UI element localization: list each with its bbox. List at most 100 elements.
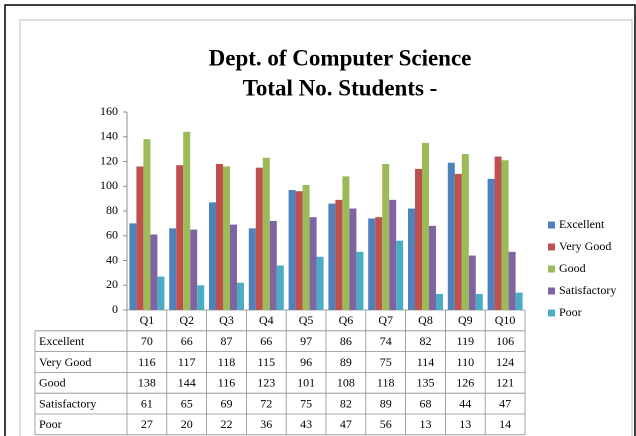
bar bbox=[501, 160, 509, 310]
table-cell: 66 bbox=[181, 334, 193, 348]
legend-swatch bbox=[548, 265, 555, 273]
y-tick-label: 100 bbox=[100, 178, 118, 192]
chart-title: Dept. of Computer Science bbox=[209, 45, 472, 70]
table-cell: 65 bbox=[181, 396, 193, 410]
bar bbox=[157, 276, 165, 310]
bar bbox=[302, 185, 310, 310]
bar bbox=[309, 217, 317, 310]
table-cell: 96 bbox=[300, 355, 312, 369]
table-cell: 75 bbox=[300, 396, 312, 410]
table-row-label: Good bbox=[39, 376, 66, 390]
table-cell: 47 bbox=[340, 417, 352, 431]
bar bbox=[368, 218, 376, 310]
table-cell: 14 bbox=[499, 417, 511, 431]
table-cell: 36 bbox=[260, 417, 272, 431]
bar bbox=[223, 166, 230, 310]
x-tick-label: Q9 bbox=[458, 313, 473, 327]
bar bbox=[216, 163, 223, 310]
bar bbox=[429, 225, 436, 310]
bar bbox=[295, 191, 303, 310]
y-tick-label: 140 bbox=[100, 129, 118, 143]
bar bbox=[255, 167, 263, 310]
table-cell: 89 bbox=[380, 396, 392, 410]
bar bbox=[190, 229, 198, 310]
x-tick-label: Q6 bbox=[339, 313, 354, 327]
bar bbox=[230, 224, 237, 310]
bar bbox=[382, 163, 390, 310]
bar bbox=[461, 154, 469, 310]
bar bbox=[415, 168, 422, 310]
table-cell: 121 bbox=[496, 376, 514, 390]
legend-label: Poor bbox=[559, 305, 582, 319]
legend-swatch bbox=[548, 309, 555, 317]
legend-swatch bbox=[548, 221, 555, 229]
table-cell: 86 bbox=[340, 334, 352, 348]
table-cell: 116 bbox=[138, 355, 156, 369]
bar bbox=[468, 255, 476, 310]
table-cell: 124 bbox=[496, 355, 514, 369]
bar bbox=[356, 251, 364, 310]
table-cell: 43 bbox=[300, 417, 312, 431]
x-tick-label: Q8 bbox=[418, 313, 433, 327]
table-cell: 117 bbox=[178, 355, 196, 369]
bar bbox=[454, 173, 462, 310]
bar bbox=[143, 139, 151, 310]
bar bbox=[447, 162, 455, 310]
table-cell: 101 bbox=[297, 376, 315, 390]
y-tick-label: 80 bbox=[106, 203, 118, 217]
table-cell: 97 bbox=[300, 334, 312, 348]
table-row-label: Excellent bbox=[39, 334, 85, 348]
x-tick-label: Q3 bbox=[219, 313, 234, 327]
x-tick-label: Q7 bbox=[378, 313, 393, 327]
table-cell: 114 bbox=[417, 355, 435, 369]
table-cell: 13 bbox=[459, 417, 471, 431]
table-cell: 87 bbox=[221, 334, 233, 348]
bar bbox=[349, 208, 357, 310]
bar bbox=[262, 157, 270, 310]
bar bbox=[136, 166, 144, 310]
legend-swatch bbox=[548, 287, 555, 295]
table-row-label: Poor bbox=[39, 417, 62, 431]
bar bbox=[342, 176, 350, 310]
table-cell: 89 bbox=[340, 355, 352, 369]
table-cell: 47 bbox=[499, 396, 511, 410]
bar bbox=[248, 228, 256, 310]
y-tick-label: 60 bbox=[106, 228, 118, 242]
legend-label: Excellent bbox=[559, 217, 605, 231]
table-cell: 116 bbox=[218, 376, 236, 390]
table-row-label: Satisfactory bbox=[39, 396, 96, 410]
table-cell: 118 bbox=[218, 355, 236, 369]
table-row-label: Very Good bbox=[39, 355, 91, 369]
table-cell: 27 bbox=[141, 417, 153, 431]
x-tick-label: Q5 bbox=[299, 313, 314, 327]
bar bbox=[269, 220, 277, 310]
bar bbox=[389, 199, 397, 310]
table-cell: 138 bbox=[138, 376, 156, 390]
x-tick-label: Q4 bbox=[259, 313, 274, 327]
bar bbox=[396, 240, 404, 310]
table-cell: 44 bbox=[459, 396, 471, 410]
table-cell: 72 bbox=[260, 396, 272, 410]
y-tick-label: 40 bbox=[106, 252, 118, 266]
y-tick-label: 20 bbox=[106, 277, 118, 291]
table-cell: 126 bbox=[456, 376, 474, 390]
bar bbox=[169, 228, 177, 310]
legend-label: Satisfactory bbox=[559, 283, 616, 297]
bar bbox=[288, 189, 296, 310]
y-tick-label: 160 bbox=[100, 104, 118, 118]
bar bbox=[176, 165, 184, 310]
table-cell: 110 bbox=[457, 355, 475, 369]
table-cell: 22 bbox=[221, 417, 233, 431]
table-cell: 69 bbox=[221, 396, 233, 410]
bar bbox=[508, 251, 516, 310]
table-cell: 75 bbox=[380, 355, 392, 369]
bar bbox=[515, 292, 523, 310]
bar bbox=[494, 156, 502, 310]
bar bbox=[487, 178, 495, 310]
y-tick-label: 120 bbox=[100, 153, 118, 167]
bar bbox=[316, 256, 324, 310]
table-cell: 61 bbox=[141, 396, 153, 410]
table-cell: 123 bbox=[257, 376, 275, 390]
table-cell: 115 bbox=[258, 355, 276, 369]
table-cell: 82 bbox=[340, 396, 352, 410]
